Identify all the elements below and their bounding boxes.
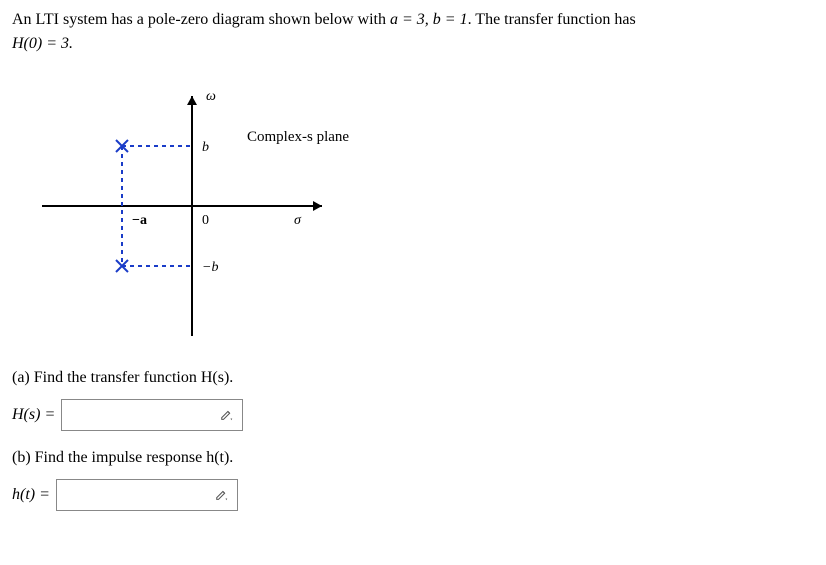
pencil-dropdown-icon[interactable] <box>220 408 234 422</box>
problem-ab-values: a = 3, b = 1 <box>390 11 468 28</box>
sigma-arrow <box>313 201 322 211</box>
plane-title: Complex-s plane <box>247 129 349 145</box>
problem-statement: An LTI system has a pole-zero diagram sh… <box>12 8 814 56</box>
omega-arrow <box>187 96 197 105</box>
omega-label: ω <box>206 89 216 104</box>
pole-zero-svg: ω σ 0 −a b −b Complex-s plane <box>32 66 362 346</box>
part-a-prompt: (a) Find the transfer function H(s). <box>12 369 814 387</box>
origin-label: 0 <box>202 213 209 228</box>
problem-line1-prefix: An LTI system has a pole-zero diagram sh… <box>12 11 390 28</box>
ht-answer-input[interactable] <box>56 479 238 511</box>
part-b-answer-row: h(t) = <box>12 479 814 511</box>
hs-answer-input[interactable] <box>61 399 243 431</box>
part-b-prompt: (b) Find the impulse response h(t). <box>12 449 814 467</box>
neg-b-label: −b <box>202 260 218 275</box>
part-b-label: h(t) = <box>12 486 50 504</box>
neg-a-label: −a <box>132 213 147 228</box>
part-a-answer-row: H(s) = <box>12 399 814 431</box>
pole-zero-diagram: ω σ 0 −a b −b Complex-s plane <box>32 66 814 351</box>
problem-line2: H(0) = 3. <box>12 35 73 52</box>
b-label: b <box>202 140 209 155</box>
pencil-dropdown-icon[interactable] <box>215 488 229 502</box>
sigma-label: σ <box>294 213 302 228</box>
part-a-label: H(s) = <box>12 406 55 424</box>
problem-line1-suffix: . The transfer function has <box>468 11 636 28</box>
